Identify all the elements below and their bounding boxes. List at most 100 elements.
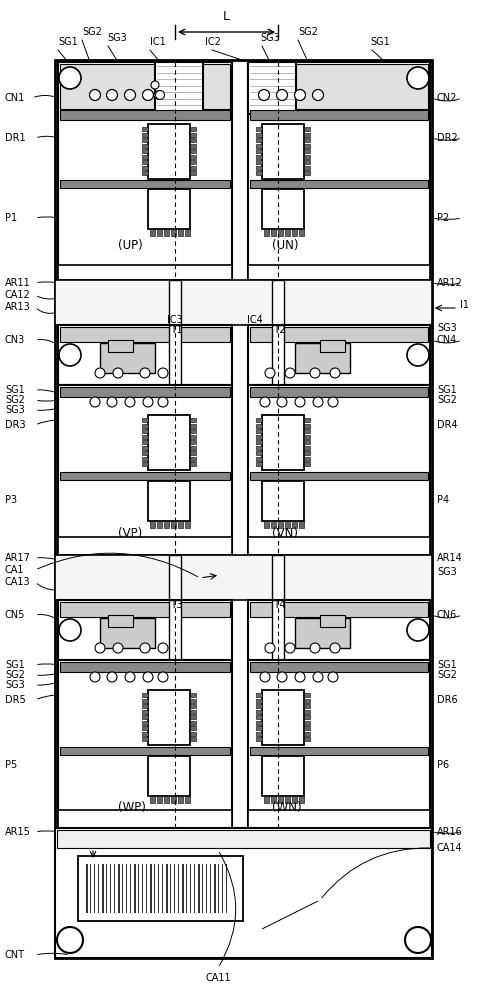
Circle shape [95,643,105,653]
Bar [256,440,261,444]
Text: IC3: IC3 [166,315,182,325]
Bar [277,521,283,528]
Circle shape [151,81,159,89]
Circle shape [294,672,304,682]
Bar [148,415,190,470]
Text: (WP): (WP) [118,801,146,814]
Bar [298,229,303,236]
Bar [148,189,190,229]
Text: CN6: CN6 [436,610,456,620]
Bar [190,704,196,708]
Bar [261,415,303,470]
Text: SG3: SG3 [5,405,25,415]
Circle shape [125,672,135,682]
Bar [256,704,261,708]
Bar [58,325,231,385]
Bar [256,133,261,137]
Bar [164,796,168,803]
Text: SG1: SG1 [369,37,389,47]
Bar [168,325,181,390]
Circle shape [90,672,100,682]
Bar [102,864,104,913]
Bar [190,160,196,164]
Bar [303,166,309,170]
Bar [256,127,261,131]
Bar [118,864,120,913]
Text: DR4: DR4 [436,420,457,430]
Bar [277,229,283,236]
Bar [110,864,111,913]
Bar [247,600,429,660]
Bar [190,144,196,148]
Bar [294,343,349,373]
Bar [155,62,203,114]
Bar [58,660,231,828]
Bar [256,456,261,460]
Bar [164,521,168,528]
Circle shape [59,67,81,89]
Text: AR17: AR17 [5,553,31,563]
Bar [86,864,88,913]
Bar [78,856,242,921]
Text: T1: T1 [170,325,182,335]
Circle shape [404,927,430,953]
Text: DR6: DR6 [436,695,457,705]
Bar [168,280,181,340]
Circle shape [90,397,100,407]
Bar [256,715,261,719]
Circle shape [158,368,167,378]
Text: SG3: SG3 [5,680,25,690]
Bar [142,127,148,131]
Bar [142,710,148,714]
Bar [168,555,181,615]
Bar [271,521,275,528]
Bar [303,737,309,741]
Bar [148,481,190,521]
Bar [298,796,303,803]
Bar [247,62,429,280]
Text: CN2: CN2 [436,93,456,103]
Bar [190,418,196,422]
Bar [55,828,431,958]
Bar [138,864,139,913]
Bar [170,864,171,913]
Bar [58,537,231,555]
Bar [58,265,231,280]
Bar [190,698,196,702]
Bar [303,462,309,466]
Bar [256,462,261,466]
Bar [142,138,148,142]
Text: AR14: AR14 [436,553,462,563]
Text: IC1: IC1 [150,37,166,47]
Bar [217,864,219,913]
Text: CA12: CA12 [5,290,30,300]
Bar [303,171,309,175]
Bar [303,710,309,714]
Bar [190,166,196,170]
Text: SG3: SG3 [259,33,279,43]
Circle shape [406,344,428,366]
Circle shape [285,368,294,378]
Circle shape [258,89,269,101]
Circle shape [264,643,274,653]
Circle shape [309,368,319,378]
Text: AR11: AR11 [5,278,30,288]
Circle shape [312,397,322,407]
Text: SG2: SG2 [297,27,317,37]
Bar [256,693,261,697]
Bar [60,110,229,120]
Bar [134,864,136,913]
Bar [146,864,147,913]
Bar [206,864,207,913]
Circle shape [294,397,304,407]
Bar [303,424,309,428]
Bar [108,340,133,352]
Bar [261,756,303,796]
Circle shape [309,643,319,653]
Bar [142,864,143,913]
Bar [168,600,181,665]
Bar [190,446,196,450]
Bar [247,660,429,828]
Circle shape [140,368,150,378]
Bar [60,662,229,672]
